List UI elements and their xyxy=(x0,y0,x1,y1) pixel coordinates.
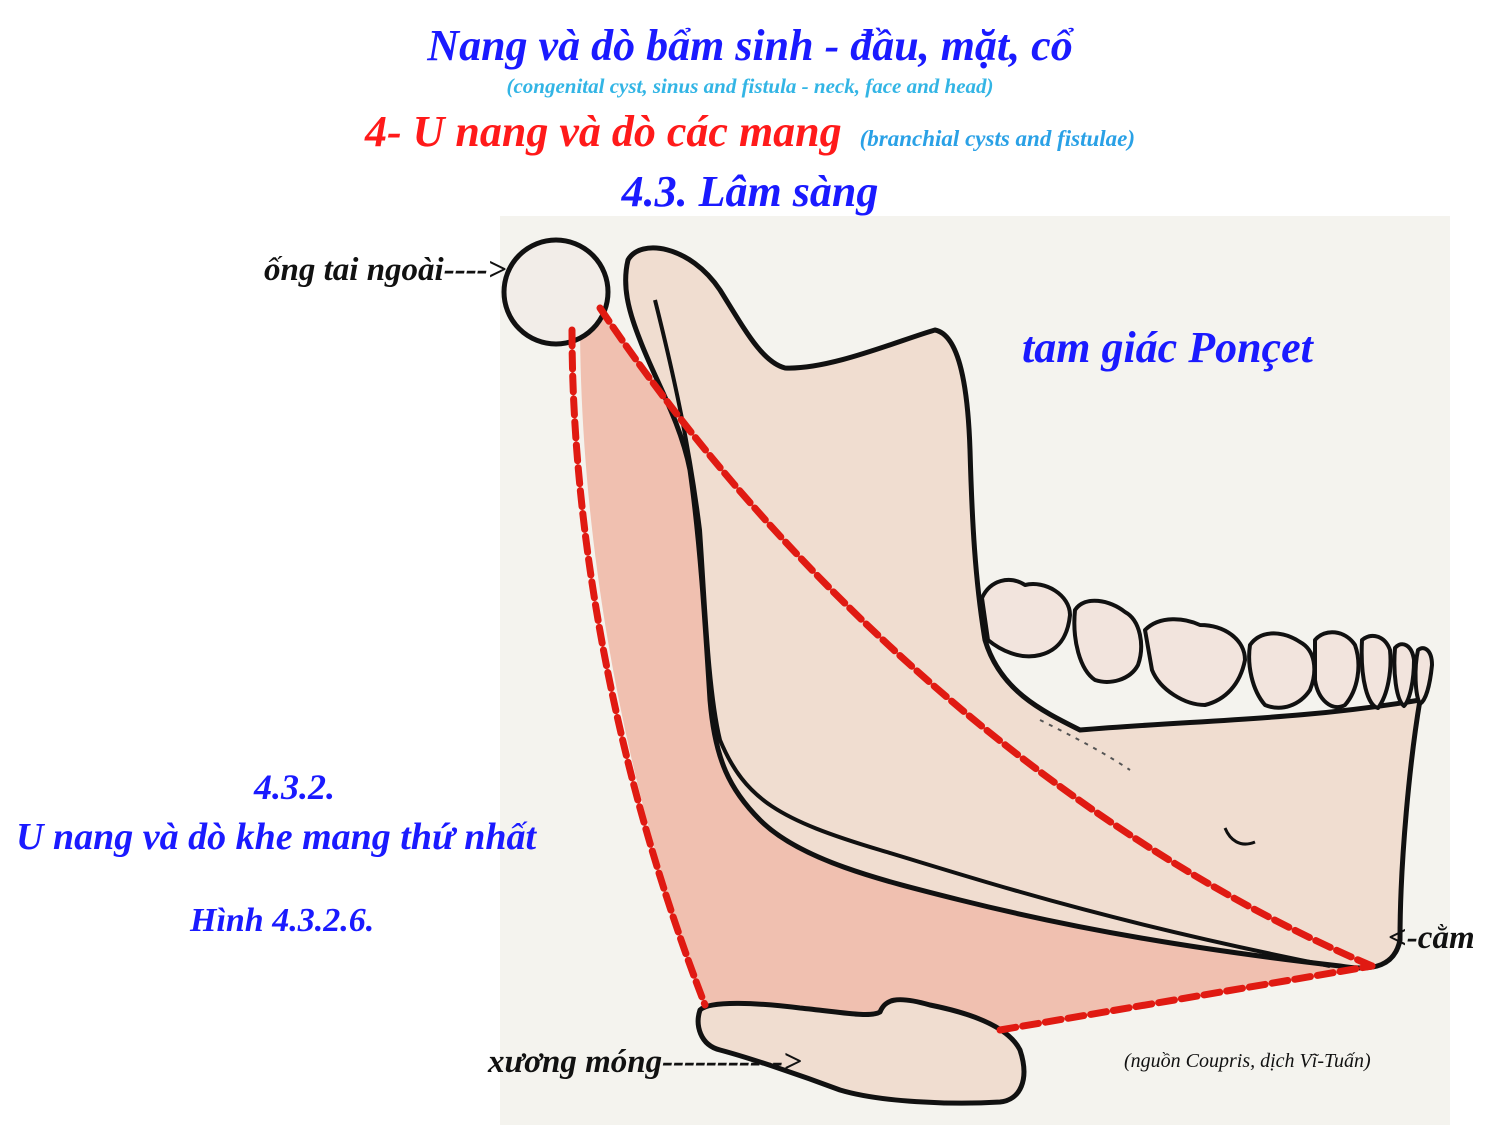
side-section-number: 4.3.2. xyxy=(254,767,335,807)
teeth xyxy=(980,577,1434,710)
poncet-triangle-borders xyxy=(568,304,1376,1034)
mental-foramen-mark xyxy=(1223,827,1256,846)
section-heading-row: 4- U nang và dò các mang (branchial cysts… xyxy=(0,106,1500,157)
page-title: Nang và dò bẩm sinh - đầu, mặt, cổ xyxy=(427,21,1073,70)
page-subtitle: (congenital cyst, sinus and fistula - ne… xyxy=(506,74,994,98)
side-section-title: U nang và dò khe mang thứ nhất xyxy=(16,816,537,858)
mylohyoid-line-mark xyxy=(1039,719,1131,771)
section-heading: 4- U nang và dò các mang xyxy=(364,107,842,156)
subsection-heading: 4.3. Lâm sàng xyxy=(621,167,879,216)
ear-canal-label: ống tai ngoài----> xyxy=(264,252,507,288)
poncet-triangle xyxy=(580,310,1370,1030)
mandible-diagram xyxy=(500,216,1450,1125)
hyoid-bone xyxy=(695,997,1027,1106)
poncet-triangle-label: tam giác Ponçet xyxy=(1022,323,1313,372)
hyoid-label: xương móng-----------> xyxy=(488,1044,802,1080)
mandible-inner-line xyxy=(653,299,1331,968)
ear-canal xyxy=(501,237,611,347)
section-heading-en: (branchial cysts and fistulae) xyxy=(859,126,1136,151)
chin-label: <-cằm xyxy=(1388,920,1475,956)
source-credit: (nguồn Coupris, dịch Vĩ-Tuấn) xyxy=(1124,1050,1371,1072)
figure-caption: Hình 4.3.2.6. xyxy=(190,902,375,939)
